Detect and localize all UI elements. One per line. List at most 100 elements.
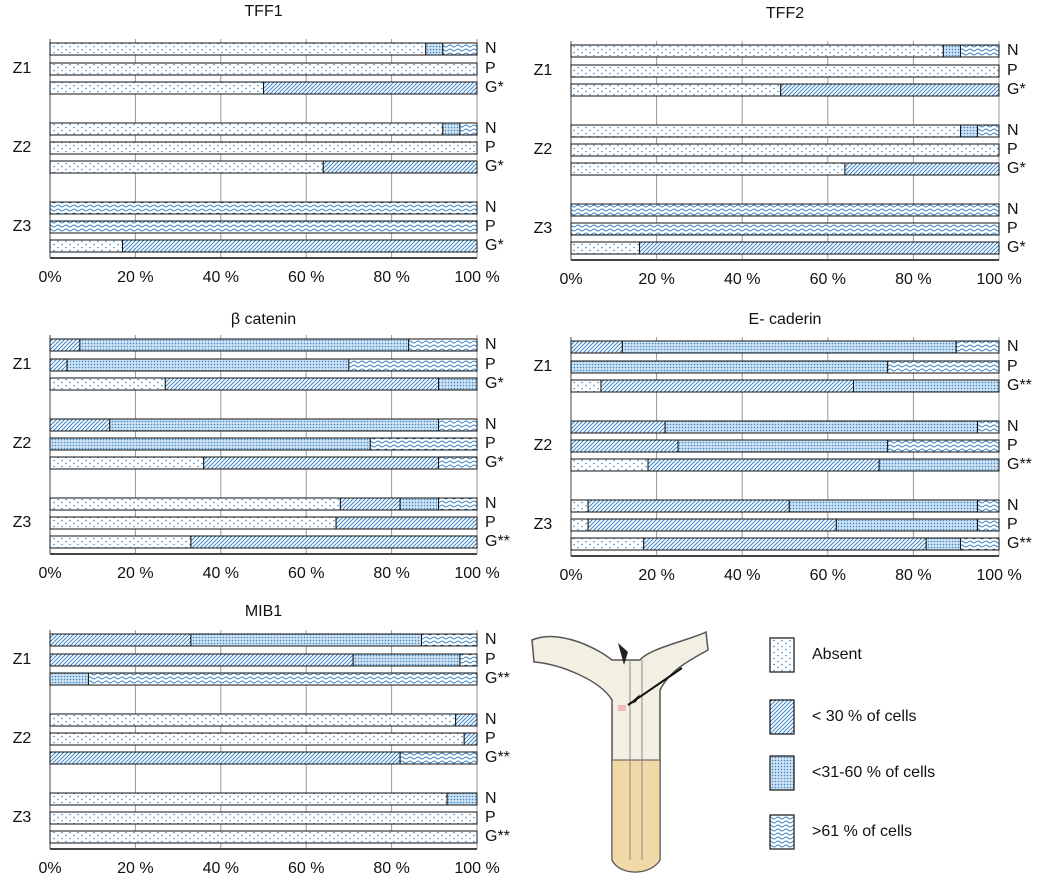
row-label: P — [485, 435, 496, 452]
x-tick-label: 40 % — [203, 565, 239, 582]
bar-segment — [80, 339, 409, 351]
bar-segment — [50, 142, 477, 154]
row-label: N — [485, 790, 497, 807]
x-tick-label: 40 % — [203, 860, 239, 877]
chart-title: β catenin — [231, 311, 296, 328]
row-label: G** — [485, 533, 510, 550]
bar-segment — [443, 123, 460, 135]
group-label: Z1 — [13, 651, 32, 668]
row-label: G* — [1007, 81, 1026, 98]
row-label: G* — [485, 375, 504, 392]
bar-segment — [50, 339, 80, 351]
bar-segment — [571, 380, 601, 392]
bar-segment — [50, 536, 191, 548]
bar-segment — [648, 459, 879, 471]
bar-segment — [644, 538, 926, 550]
bar-segment — [409, 339, 477, 351]
legend-label: <31-60 % of cells — [812, 764, 935, 781]
bar-segment — [879, 459, 999, 471]
bar-segment — [50, 202, 477, 214]
bar-segment — [845, 163, 999, 175]
bar-segment — [50, 831, 477, 843]
row-label: P — [485, 809, 496, 826]
x-tick-label: 80 % — [895, 271, 931, 288]
row-label: P — [1007, 358, 1018, 375]
bar-segment — [204, 457, 439, 469]
x-tick-label: 20 % — [638, 271, 674, 288]
row-label: N — [485, 631, 497, 648]
row-label: N — [485, 711, 497, 728]
x-tick-label: 60 % — [288, 860, 324, 877]
row-label: N — [1007, 201, 1019, 218]
bar-segment — [50, 240, 123, 252]
x-tick-label: 0% — [38, 565, 61, 582]
bar-segment — [439, 498, 477, 510]
group-label: Z3 — [13, 514, 32, 531]
bar-segment — [439, 419, 477, 431]
row-label: G* — [485, 79, 504, 96]
bar-segment — [340, 498, 400, 510]
chart-title: MIB1 — [245, 603, 282, 620]
x-tick-label: 20 % — [638, 567, 674, 584]
bar-segment — [464, 733, 477, 745]
row-label: G** — [485, 670, 510, 687]
bar-segment — [571, 84, 781, 96]
row-label: P — [1007, 141, 1018, 158]
bar-segment — [853, 380, 999, 392]
row-label: P — [485, 60, 496, 77]
bar-segment — [781, 84, 999, 96]
row-label: G** — [485, 828, 510, 845]
bar-segment — [678, 440, 888, 452]
bar-segment — [571, 440, 678, 452]
bar-segment — [588, 500, 789, 512]
row-label: P — [485, 651, 496, 668]
bar-segment — [571, 421, 665, 433]
x-tick-label: 60 % — [288, 565, 324, 582]
x-tick-label: 60 % — [288, 269, 324, 286]
x-tick-label: 100 % — [454, 860, 499, 877]
bar-segment — [443, 43, 477, 55]
group-label: Z2 — [13, 435, 32, 452]
row-label: N — [1007, 122, 1019, 139]
bar-segment — [571, 538, 644, 550]
bar-segment — [888, 361, 999, 373]
bar-segment — [50, 438, 370, 450]
bar-segment — [50, 634, 191, 646]
bar-segment — [888, 440, 999, 452]
bar-segment — [67, 359, 349, 371]
legend-label: >61 % of cells — [812, 823, 912, 840]
row-label: N — [485, 416, 497, 433]
row-label: P — [1007, 220, 1018, 237]
x-tick-label: 0% — [559, 567, 582, 584]
bar-segment — [960, 125, 977, 137]
bar-segment — [165, 378, 438, 390]
bar-segment — [50, 123, 443, 135]
bar-segment — [571, 65, 999, 77]
bar-segment — [370, 438, 477, 450]
legend-swatch — [770, 815, 794, 849]
bar-segment — [571, 361, 888, 373]
x-tick-label: 20 % — [117, 269, 153, 286]
bar-segment — [447, 793, 477, 805]
bar-segment — [571, 125, 960, 137]
bar-segment — [50, 43, 426, 55]
bar-segment — [50, 419, 110, 431]
row-label: N — [485, 336, 497, 353]
group-label: Z3 — [534, 516, 553, 533]
x-tick-label: 40 % — [203, 269, 239, 286]
bar-segment — [960, 538, 999, 550]
legend-swatch — [770, 700, 794, 734]
bar-segment — [601, 380, 854, 392]
bar-segment — [264, 82, 478, 94]
legend-swatch — [770, 756, 794, 790]
bar-segment — [571, 341, 622, 353]
x-tick-label: 100 % — [976, 271, 1021, 288]
bar-segment — [571, 242, 639, 254]
row-label: N — [1007, 497, 1019, 514]
bar-segment — [571, 144, 999, 156]
row-label: P — [1007, 62, 1018, 79]
row-label: N — [485, 40, 497, 57]
x-tick-label: 60 % — [810, 567, 846, 584]
bar-segment — [571, 519, 588, 531]
chart-title: E- caderin — [749, 311, 822, 328]
